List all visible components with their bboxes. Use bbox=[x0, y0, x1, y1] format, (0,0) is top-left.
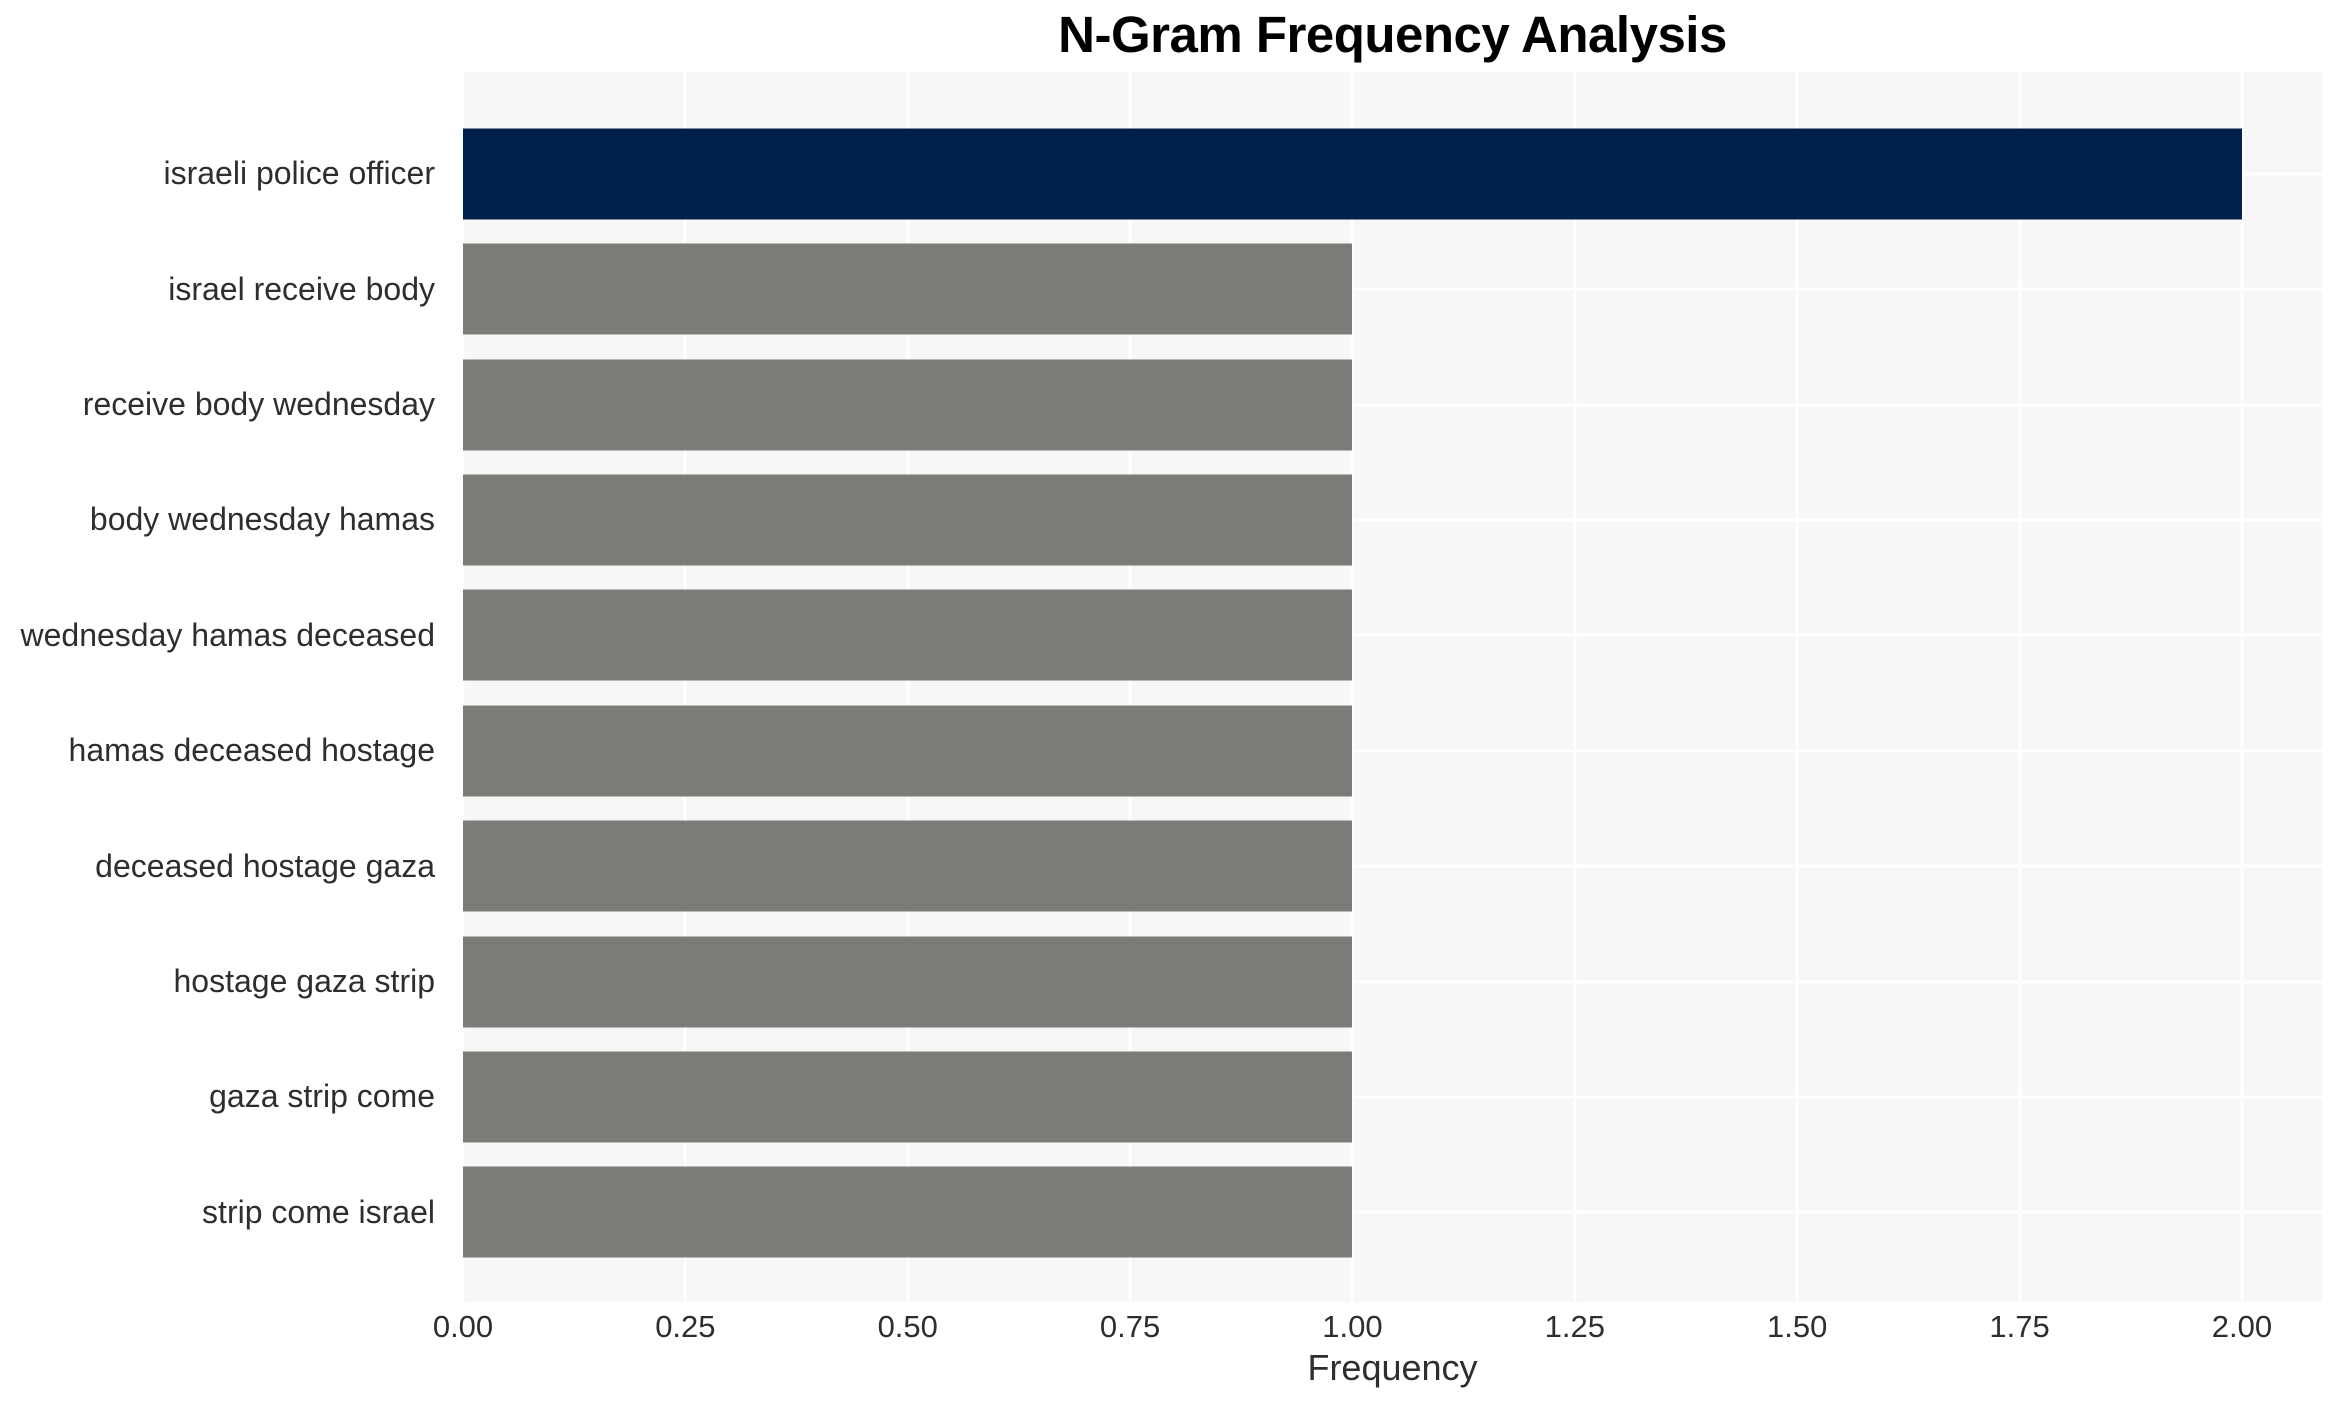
x-tick-label: 1.00 bbox=[1322, 1309, 1383, 1344]
v-gridline bbox=[906, 72, 910, 1302]
h-gridline bbox=[463, 1095, 2322, 1099]
bar bbox=[463, 1166, 1353, 1258]
y-tick-label: hamas deceased hostage bbox=[68, 732, 435, 769]
y-tick-label: body wednesday hamas bbox=[89, 501, 435, 538]
bar-row bbox=[463, 231, 2322, 346]
bar bbox=[463, 474, 1353, 566]
x-tick-label: 1.50 bbox=[1767, 1309, 1828, 1344]
bar-row bbox=[463, 1155, 2322, 1270]
bar-row bbox=[463, 924, 2322, 1039]
bar bbox=[463, 705, 1353, 797]
x-axis-ticks: 0.00 0.25 0.50 0.75 1.00 1.25 1.50 1.75 2.00 bbox=[433, 1308, 2322, 1348]
plot-area bbox=[461, 72, 2322, 1302]
h-gridline bbox=[463, 633, 2322, 637]
bar-row bbox=[463, 693, 2322, 808]
x-tick-label: 2.00 bbox=[2211, 1309, 2273, 1344]
h-gridline bbox=[463, 749, 2322, 753]
y-axis-labels: israeli police officer israel receive bod… bbox=[0, 116, 449, 1270]
bar bbox=[463, 359, 1353, 451]
bar bbox=[463, 589, 1353, 681]
bar-row bbox=[463, 116, 2322, 231]
x-tick-label: 0.00 bbox=[432, 1309, 494, 1344]
h-gridline bbox=[463, 1210, 2322, 1214]
bar bbox=[463, 936, 1353, 1028]
y-tick-label: strip come israel bbox=[202, 1193, 435, 1230]
vertical-gridlines bbox=[461, 72, 2322, 1302]
bar-row bbox=[463, 1039, 2322, 1154]
h-gridline bbox=[463, 864, 2322, 868]
bar-rows bbox=[463, 116, 2322, 1270]
bar bbox=[463, 1051, 1353, 1143]
bar-row bbox=[463, 462, 2322, 577]
x-tick-label: 1.25 bbox=[1544, 1309, 1605, 1344]
x-tick-label: 0.75 bbox=[1099, 1309, 1161, 1344]
h-gridline bbox=[463, 403, 2322, 407]
bar-row bbox=[463, 578, 2322, 693]
bar-row bbox=[463, 347, 2322, 462]
h-gridline bbox=[463, 287, 2322, 291]
bar bbox=[463, 243, 1353, 335]
bar bbox=[463, 820, 1353, 912]
y-tick-label: israel receive body bbox=[168, 270, 435, 307]
y-tick-label: hostage gaza strip bbox=[173, 963, 436, 1000]
x-tick-label: 1.75 bbox=[1989, 1309, 2050, 1344]
y-tick-label: israeli police officer bbox=[163, 155, 435, 192]
h-gridline bbox=[463, 518, 2322, 522]
y-tick-label: receive body wednesday bbox=[82, 386, 435, 423]
v-gridline bbox=[2240, 72, 2244, 1302]
x-axis-title: Frequency bbox=[1307, 1347, 1478, 1388]
x-tick-label: 0.25 bbox=[655, 1309, 716, 1344]
bar bbox=[463, 128, 2242, 220]
y-tick-label: deceased hostage gaza bbox=[95, 847, 435, 884]
v-gridline bbox=[1128, 72, 1132, 1302]
v-gridline bbox=[683, 72, 687, 1302]
y-tick-label: wednesday hamas deceased bbox=[20, 616, 436, 653]
v-gridline bbox=[2018, 72, 2022, 1302]
y-tick-label: gaza strip come bbox=[209, 1078, 435, 1115]
x-tick-label: 0.50 bbox=[877, 1309, 938, 1344]
chart-title: N-Gram Frequency Analysis bbox=[1058, 6, 1727, 63]
v-gridline bbox=[461, 72, 465, 1302]
h-gridline bbox=[463, 980, 2322, 984]
bar-row bbox=[463, 808, 2322, 923]
v-gridline bbox=[1795, 72, 1799, 1302]
v-gridline bbox=[1573, 72, 1577, 1302]
v-gridline bbox=[1350, 72, 1354, 1302]
